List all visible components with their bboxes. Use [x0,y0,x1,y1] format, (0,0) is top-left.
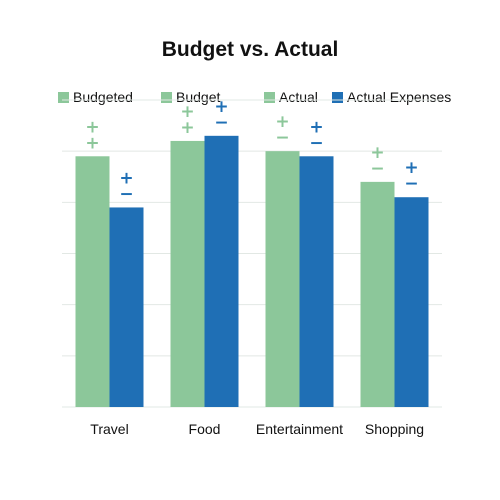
legend-label: Actual Expenses [347,89,451,105]
legend-swatch [58,92,69,103]
plus-marker: + [214,97,228,117]
actual-bar [204,135,239,408]
legend-label: Actual [279,89,318,105]
budget-bar [75,156,110,407]
minus-marker: − [275,128,289,148]
minus-marker: − [370,159,384,179]
legend-swatch [264,92,275,103]
legend-label: Budget [176,89,220,105]
minus-marker: − [309,133,323,153]
bars [75,135,429,408]
plus-marker: + [85,133,99,153]
legend-swatch [161,92,172,103]
x-tick-label: Travel [90,421,128,437]
plus-marker: + [309,117,323,137]
x-tick-label: Food [189,421,221,437]
plus-minus-markers: ++−+++−+−+−+−+−+ [85,97,418,205]
minus-marker: − [404,174,418,194]
plus-marker: + [404,158,418,178]
minus-marker: − [214,113,228,133]
actual-bar [394,197,429,407]
plus-marker: + [275,112,289,132]
minus-marker: − [119,184,133,204]
plus-marker: + [85,117,99,137]
x-tick-label: Shopping [365,421,424,437]
budget-bar [360,181,395,407]
actual-bar [109,207,144,407]
x-tick-label: Entertainment [256,421,343,437]
plus-marker: + [370,143,384,163]
budget-bar [265,151,300,407]
plus-marker: + [180,118,194,138]
chart-title: Budget vs. Actual [162,38,339,61]
actual-bar [299,156,334,407]
legend-label: Budgeted [73,89,133,105]
x-axis-tick-labels: Travel Food Entertainment Shopping [90,421,424,437]
budget-bar [170,140,205,407]
legend-swatch [332,92,343,103]
legend: Budgeted Budget Actual Actual Expenses [58,89,451,105]
plus-marker: + [180,102,194,122]
plus-marker: + [119,168,133,188]
